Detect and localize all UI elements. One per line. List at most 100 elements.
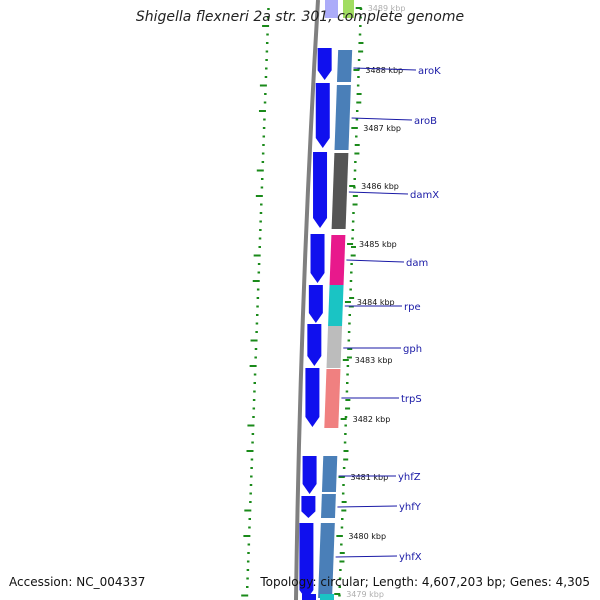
gc-skew-dot [346,373,349,376]
gc-skew-dot [246,450,254,452]
gc-skew-dot [255,195,263,197]
gene-label-rpe[interactable]: rpe [404,302,421,313]
kbp-label: 3488 kbp [365,66,403,75]
gc-skew-dot [249,365,257,367]
gc-skew-dot [246,569,250,571]
gc-skew-dot [346,365,350,367]
gc-skew-dot [339,552,345,554]
gc-skew-dot [249,501,252,503]
gc-skew-dot [253,373,257,376]
gc-skew-dot [257,271,261,274]
gc-skew-dot [261,161,265,163]
gc-skew-dot [264,76,268,78]
partial-cds-bottom [302,594,316,600]
partial-cds-top [325,0,338,18]
kbp-tick [342,359,349,361]
gene-block-rpe [328,285,344,326]
gc-skew-dot [346,356,352,359]
gc-skew-dot [355,110,359,112]
gc-skew-dot [357,76,360,78]
gc-skew-dot [241,594,249,597]
cds-arrow [310,234,325,283]
gc-skew-dot [247,552,250,554]
gc-skew-dot [347,331,351,333]
gene-block-dam [329,235,346,285]
gene-leader-line [337,505,398,508]
gc-skew-dot [341,509,347,512]
gene-label-aroK[interactable]: aroK [418,66,441,77]
gc-skew-dot [358,33,362,36]
gene-label-yhfZ[interactable]: yhfZ [398,472,421,483]
kbp-label: 3483 kbp [355,356,393,365]
gc-skew-dot [259,220,262,223]
kbp-tick [355,7,362,9]
gc-skew-dot [340,543,343,546]
gene-label-yhfX[interactable]: yhfX [399,552,422,563]
gene-label-gph[interactable]: gph [403,344,422,355]
gc-skew-dot [262,25,270,27]
cds-arrow [317,48,332,80]
gc-skew-dot [262,144,265,146]
gc-skew-dot [359,25,362,27]
partial-gene-top [343,0,354,18]
gc-skew-dot [259,229,262,231]
gc-skew-dot [267,8,270,10]
gc-skew-dot [343,441,347,444]
gc-skew-dot [341,492,345,495]
kbp-label: 3484 kbp [357,298,395,307]
gc-skew-dot [249,492,252,495]
gc-skew-dot [250,458,254,461]
gc-skew-dot [343,458,349,461]
gc-skew-dot [351,237,354,240]
gene-block-yhfY [321,494,336,518]
gene-leader-line [335,555,398,558]
gene-label-dam[interactable]: dam [406,258,428,269]
gene-label-trpS[interactable]: trpS [401,394,422,405]
kbp-tick [336,535,343,537]
gc-skew-dot [244,509,252,512]
gene-label-yhfY[interactable]: yhfY [399,502,422,513]
gc-skew-dot [246,586,249,588]
gc-skew-dot [258,246,261,248]
gc-skew-dot [349,280,353,282]
gc-skew-dot [255,322,259,325]
gc-skew-dot [339,569,342,571]
gc-skew-dot [340,526,344,529]
kbp-tick [347,243,354,245]
kbp-tick [351,127,358,129]
gene-label-aroB[interactable]: aroB [414,116,437,127]
cds-arrow [301,496,316,518]
gc-skew-dot [352,195,358,197]
gc-skew-dot [344,424,347,427]
gc-skew-dot [265,50,269,53]
gc-skew-dot [252,407,256,410]
gene-block-aroB [334,85,351,150]
gc-skew-dot [350,246,356,248]
gene-leader-line [353,67,417,71]
gc-skew-dot [256,305,259,308]
kbp-label: 3481 kbp [351,473,389,482]
gc-skew-dot [260,203,263,206]
accession-text: Accession: NC_004337 [9,575,146,589]
cds-track [299,48,332,600]
kbp-label: 3489 kbp [368,4,406,13]
gene-label-damX[interactable]: damX [410,190,439,201]
gc-skew-dot [248,518,252,520]
gc-skew-dot [350,271,353,274]
gc-skew-dot [355,118,359,121]
kbp-tick [338,476,345,478]
gc-skew-dot [355,135,358,138]
gene-leader-line [351,117,413,121]
gc-skew-dot [258,237,262,240]
gene-block-yhfX [318,523,335,598]
gc-skew-dot [256,297,260,299]
gc-skew-dot [352,212,355,214]
gc-skew-dot [250,467,253,469]
gc-skew-dot [344,433,347,435]
gc-skew-dot [247,424,255,427]
kbp-tick [353,69,360,71]
gc-skew-dot [351,229,355,231]
gc-skew-dot [259,84,267,87]
gc-skew-dot [358,50,364,53]
